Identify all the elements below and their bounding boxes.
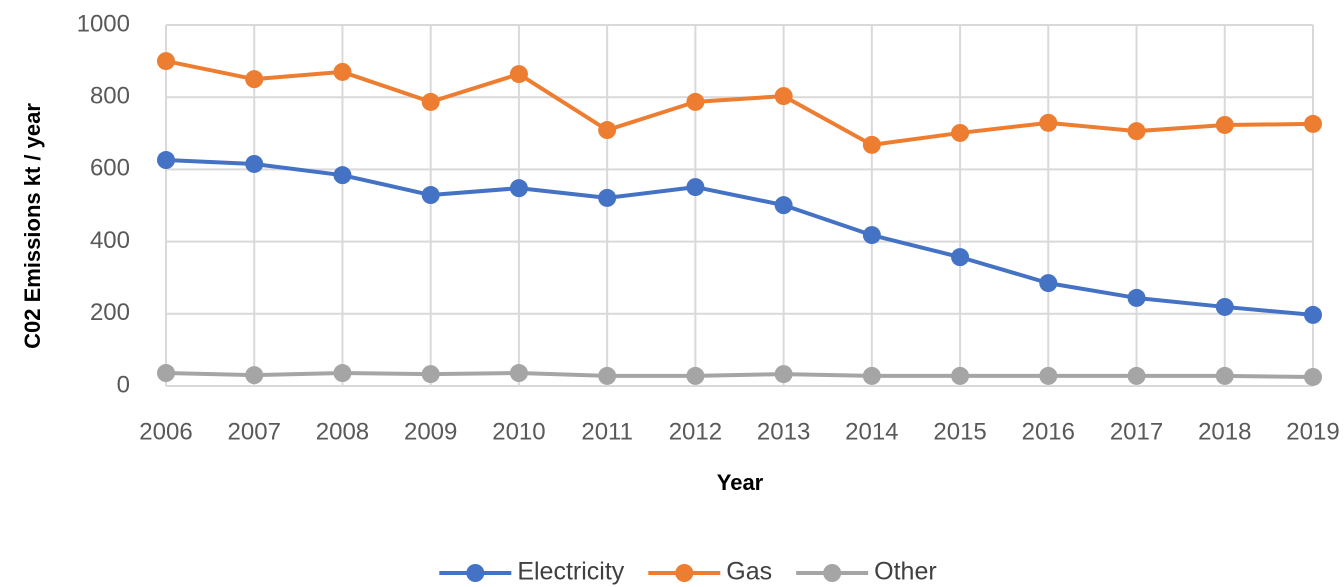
data-point: [862, 226, 881, 245]
data-point: [333, 62, 352, 81]
data-point: [951, 366, 970, 385]
x-tick-label: 2006: [139, 418, 192, 445]
data-point: [509, 65, 528, 84]
x-tick-label: 2016: [1022, 418, 1075, 445]
x-tick-label: 2013: [757, 418, 810, 445]
data-point: [686, 92, 705, 111]
series-line: [165, 59, 1314, 147]
data-point: [509, 179, 528, 198]
legend-label: Electricity: [517, 558, 624, 586]
x-axis-title: Year: [717, 470, 764, 495]
data-point: [1039, 274, 1058, 293]
series-line: [165, 158, 1314, 317]
y-tick-label: 600: [90, 155, 130, 182]
data-point: [333, 166, 352, 185]
data-point: [245, 70, 264, 89]
x-tick-label: 2015: [933, 418, 986, 445]
data-point: [509, 364, 528, 383]
data-point: [1304, 114, 1322, 133]
data-point: [245, 366, 264, 385]
data-point: [1127, 288, 1146, 307]
x-tick-label: 2018: [1198, 418, 1251, 445]
data-point: [774, 365, 793, 384]
data-point: [421, 186, 440, 205]
data-point: [157, 52, 175, 71]
data-point: [421, 92, 440, 111]
data-point: [598, 366, 617, 385]
data-point: [157, 151, 175, 170]
data-point: [1215, 297, 1234, 316]
legend-marker: [675, 564, 694, 582]
x-tick-label: 2010: [492, 418, 545, 445]
data-point: [245, 154, 264, 173]
legend: Electricity Gas Other: [439, 558, 937, 586]
legend-label: Gas: [726, 558, 772, 586]
data-point: [1304, 367, 1322, 386]
y-tick-label: 800: [90, 83, 130, 110]
data-point: [774, 196, 793, 215]
x-tick-label: 2007: [228, 418, 281, 445]
data-point: [862, 366, 881, 385]
data-point: [951, 123, 970, 142]
data-point: [862, 135, 881, 154]
y-tick-label: 0: [117, 371, 130, 398]
y-tick-label: 1000: [77, 10, 130, 37]
y-tick-label: 400: [90, 227, 130, 254]
data-point: [333, 364, 352, 383]
data-point: [598, 121, 617, 140]
legend-marker: [466, 564, 485, 582]
x-tick-label: 2008: [316, 418, 369, 445]
x-tick-label: 2019: [1286, 418, 1339, 445]
data-point: [1215, 366, 1234, 385]
x-tick-label: 2012: [669, 418, 722, 445]
series-line: [165, 371, 1314, 379]
legend-label: Other: [874, 558, 937, 586]
data-point: [686, 366, 705, 385]
data-point: [157, 364, 175, 383]
y-tick-label: 200: [90, 299, 130, 326]
data-point: [951, 248, 970, 267]
x-tick-label: 2014: [845, 418, 898, 445]
data-point: [1039, 113, 1058, 132]
legend-marker: [823, 564, 842, 582]
data-point: [686, 178, 705, 197]
x-tick-label: 2009: [404, 418, 457, 445]
data-point: [1127, 122, 1146, 141]
y-axis-title: C02 Emissions kt / year: [20, 103, 45, 349]
x-tick-label: 2017: [1110, 418, 1163, 445]
data-point: [1127, 366, 1146, 385]
data-point: [1039, 366, 1058, 385]
data-point: [1304, 305, 1322, 324]
data-point: [421, 365, 440, 384]
data-point: [598, 188, 617, 207]
data-point: [1215, 115, 1234, 134]
x-tick-label: 2011: [581, 418, 633, 445]
data-point: [774, 87, 793, 106]
